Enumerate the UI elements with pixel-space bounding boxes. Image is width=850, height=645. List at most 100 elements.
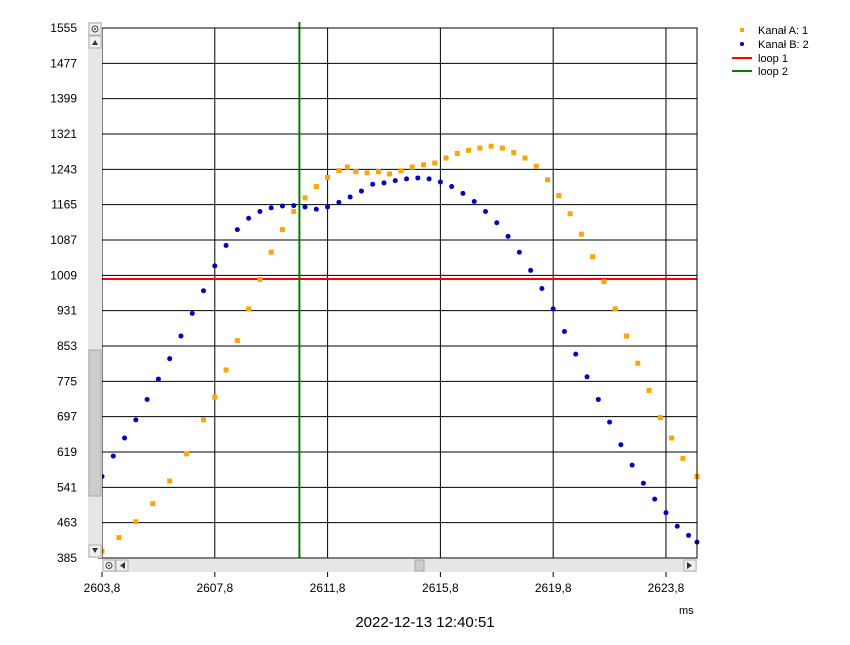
data-point: [257, 276, 263, 282]
data-point: [155, 376, 161, 382]
data-point: [528, 267, 534, 273]
data-point: [556, 193, 562, 199]
circle-marker-icon: [740, 42, 744, 46]
data-point: [347, 194, 353, 200]
data-point: [404, 176, 410, 182]
y-tick-label: 1087: [50, 233, 77, 247]
x-axis-ticks: 2603,8 2607,8 2611,8 2615,8 2619,8 2623,8: [84, 572, 685, 595]
data-point: [234, 338, 240, 344]
data-point: [370, 181, 376, 187]
data-point: [539, 285, 545, 291]
data-point: [268, 249, 274, 255]
data-point: [646, 387, 652, 393]
plot-area: [102, 28, 697, 558]
legend: Kanał A: 1 Kanał B: 2 loop 1 loop 2: [732, 25, 809, 78]
x-axis-label: ms: [679, 605, 694, 617]
y-tick-label: 1555: [50, 21, 77, 35]
data-point: [629, 462, 635, 468]
legend-item-kanal-a: Kanał A: 1: [740, 25, 808, 37]
data-point: [601, 279, 607, 285]
data-point: [279, 203, 285, 209]
arrow-down-icon: [92, 548, 98, 553]
data-point: [680, 455, 686, 461]
data-point: [443, 155, 449, 161]
data-point: [279, 227, 285, 233]
data-point: [325, 174, 331, 180]
data-point: [201, 288, 207, 294]
data-point: [246, 306, 252, 312]
arrow-left-icon: [120, 562, 125, 569]
data-point: [663, 510, 669, 516]
data-point: [437, 179, 443, 185]
data-point: [387, 171, 393, 177]
y-tick-label: 463: [57, 516, 77, 530]
data-point: [522, 155, 528, 161]
zoom-reset-icon-dot: [108, 564, 110, 567]
y-tick-label: 541: [57, 480, 77, 494]
data-point: [573, 351, 579, 357]
horizontal-scroll-thumb[interactable]: [414, 559, 425, 572]
data-point: [420, 162, 426, 168]
data-point: [612, 306, 618, 312]
data-point: [426, 176, 432, 182]
data-point: [477, 145, 483, 151]
data-point: [640, 480, 646, 486]
data-point: [150, 501, 156, 507]
data-point: [584, 374, 590, 380]
data-point: [545, 177, 551, 183]
x-tick-label: 2623,8: [648, 581, 685, 595]
data-point: [184, 451, 190, 457]
data-point: [246, 215, 252, 221]
x-tick-label: 2611,8: [310, 581, 346, 595]
data-point: [381, 180, 387, 186]
legend-label: Kanał A: 1: [758, 25, 808, 37]
data-point: [375, 169, 381, 175]
data-point: [454, 150, 460, 156]
data-point: [511, 150, 517, 156]
vertical-scrollbar[interactable]: [88, 22, 102, 558]
data-point: [336, 168, 342, 174]
data-point: [144, 396, 150, 402]
data-point: [471, 198, 477, 204]
data-point: [353, 169, 359, 175]
y-tick-label: 1399: [50, 92, 77, 106]
data-point: [392, 178, 398, 184]
data-point: [415, 175, 421, 181]
data-point: [212, 394, 218, 400]
data-point: [635, 360, 641, 366]
data-point: [567, 211, 573, 217]
data-point: [460, 190, 466, 196]
x-tick-label: 2619,8: [535, 581, 572, 595]
data-point: [657, 415, 663, 421]
series-layer: [99, 143, 700, 554]
data-point: [686, 532, 692, 538]
y-tick-label: 1477: [50, 56, 77, 70]
timestamp-label: 2022-12-13 12:40:51: [355, 614, 495, 631]
legend-item-loop-2: loop 2: [732, 66, 788, 78]
data-point: [167, 478, 173, 484]
data-point: [590, 254, 596, 260]
y-tick-label: 697: [57, 410, 77, 424]
data-point: [494, 220, 500, 226]
data-point: [178, 333, 184, 339]
data-point: [674, 523, 680, 529]
legend-item-loop-1: loop 1: [732, 53, 788, 65]
data-point: [133, 417, 139, 423]
x-tick-label: 2615,8: [422, 581, 459, 595]
data-point: [624, 333, 630, 339]
arrow-right-icon: [687, 562, 692, 569]
vertical-scroll-thumb[interactable]: [88, 349, 102, 497]
data-point: [302, 204, 308, 210]
horizontal-scrollbar[interactable]: [102, 559, 697, 572]
data-point: [336, 199, 342, 205]
data-point: [358, 188, 364, 194]
data-point: [223, 367, 229, 373]
data-point: [398, 168, 404, 174]
series-kanal-b: [99, 175, 700, 545]
zoom-reset-icon: [91, 25, 99, 33]
data-point: [313, 184, 319, 190]
zoom-reset-icon: [105, 562, 113, 569]
data-point: [325, 204, 331, 210]
data-point: [409, 164, 415, 170]
